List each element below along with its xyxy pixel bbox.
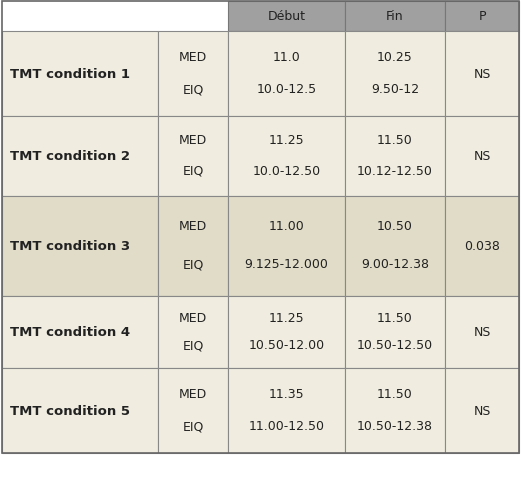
Text: TMT condition 5: TMT condition 5 (10, 404, 130, 417)
Text: 11.50: 11.50 (377, 387, 413, 400)
Text: 11.35: 11.35 (269, 387, 304, 400)
Bar (2, 2, 158, 32)
Bar (445, 32, 519, 117)
Bar (2, 197, 158, 296)
Text: TMT condition 3: TMT condition 3 (10, 240, 130, 253)
Bar (158, 117, 228, 197)
Bar (228, 296, 345, 368)
Text: 11.00: 11.00 (269, 220, 304, 233)
Bar (228, 2, 345, 32)
Text: 0.038: 0.038 (464, 240, 500, 253)
Text: 11.00-12.50: 11.00-12.50 (249, 420, 325, 432)
Text: 10.50-12.00: 10.50-12.00 (249, 339, 325, 352)
Bar (2, 117, 158, 197)
Bar (2, 296, 158, 368)
Text: 10.0-12.5: 10.0-12.5 (256, 83, 317, 96)
Text: 10.50: 10.50 (377, 220, 413, 233)
Bar (445, 197, 519, 296)
Bar (445, 368, 519, 453)
Bar (158, 296, 228, 368)
Text: EIQ: EIQ (182, 165, 204, 178)
Text: 10.25: 10.25 (377, 51, 413, 64)
Text: NS: NS (473, 404, 491, 417)
Bar (228, 117, 345, 197)
Text: TMT condition 2: TMT condition 2 (10, 150, 130, 163)
Bar (158, 368, 228, 453)
Bar (2, 368, 158, 453)
Text: 11.50: 11.50 (377, 134, 413, 147)
Text: 10.50-12.50: 10.50-12.50 (357, 339, 433, 352)
Bar (158, 197, 228, 296)
Text: 11.50: 11.50 (377, 312, 413, 324)
Text: EIQ: EIQ (182, 420, 204, 432)
Text: 10.12-12.50: 10.12-12.50 (357, 165, 433, 178)
Text: MED: MED (179, 134, 207, 147)
Text: TMT condition 1: TMT condition 1 (10, 68, 130, 81)
Text: NS: NS (473, 150, 491, 163)
Bar (2, 32, 158, 117)
Text: NS: NS (473, 326, 491, 339)
Text: P: P (478, 11, 486, 24)
Text: 11.25: 11.25 (269, 312, 304, 324)
Text: MED: MED (179, 312, 207, 324)
Text: 10.50-12.38: 10.50-12.38 (357, 420, 433, 432)
Bar (228, 197, 345, 296)
Bar (345, 296, 445, 368)
Text: 11.0: 11.0 (272, 51, 301, 64)
Text: EIQ: EIQ (182, 83, 204, 96)
Text: 9.00-12.38: 9.00-12.38 (361, 258, 429, 271)
Text: 9.125-12.000: 9.125-12.000 (244, 258, 328, 271)
Text: 11.25: 11.25 (269, 134, 304, 147)
Text: Début: Début (267, 11, 305, 24)
Bar (345, 197, 445, 296)
Text: NS: NS (473, 68, 491, 81)
Text: Fin: Fin (386, 11, 404, 24)
Text: MED: MED (179, 220, 207, 233)
Bar (445, 2, 519, 32)
Text: MED: MED (179, 51, 207, 64)
Bar (445, 117, 519, 197)
Bar (445, 296, 519, 368)
Bar (228, 368, 345, 453)
Text: EIQ: EIQ (182, 339, 204, 352)
Text: 10.0-12.50: 10.0-12.50 (253, 165, 320, 178)
Bar (158, 32, 228, 117)
Text: 9.50-12: 9.50-12 (371, 83, 419, 96)
Text: TMT condition 4: TMT condition 4 (10, 326, 130, 339)
Bar (228, 32, 345, 117)
Text: MED: MED (179, 387, 207, 400)
Bar (345, 2, 445, 32)
Bar (345, 32, 445, 117)
Bar (345, 368, 445, 453)
Bar (158, 2, 228, 32)
Bar (345, 117, 445, 197)
Text: EIQ: EIQ (182, 258, 204, 271)
